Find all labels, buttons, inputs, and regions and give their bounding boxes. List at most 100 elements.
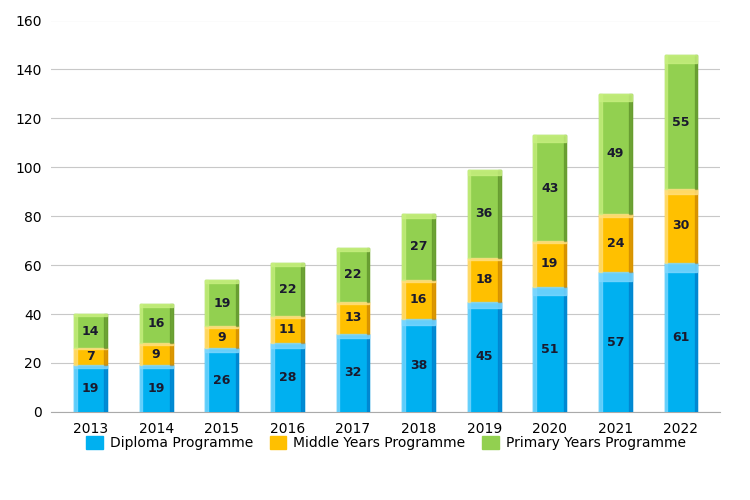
Bar (664, 262, 698, 412)
Text: 51: 51 (541, 343, 559, 356)
Text: 49: 49 (607, 148, 624, 160)
Bar (74, 348, 76, 366)
Bar (468, 258, 500, 302)
Bar (271, 344, 304, 412)
Bar (468, 170, 500, 258)
Bar (140, 366, 142, 412)
Bar (236, 326, 238, 348)
Bar (302, 344, 304, 412)
Bar (367, 248, 369, 302)
Bar (402, 280, 405, 319)
Bar (533, 240, 566, 244)
Bar (236, 280, 238, 326)
Bar (337, 302, 369, 334)
Bar (432, 214, 435, 280)
Bar (694, 262, 698, 412)
Bar (629, 272, 632, 412)
Bar (533, 240, 566, 287)
Text: 11: 11 (278, 324, 296, 336)
Bar (599, 94, 602, 214)
Bar (533, 287, 566, 412)
Bar (563, 287, 566, 412)
Bar (629, 214, 632, 272)
Bar (599, 272, 632, 412)
Bar (140, 366, 172, 368)
Bar (599, 214, 602, 272)
Bar (337, 302, 369, 304)
Text: 18: 18 (476, 274, 493, 286)
Bar (337, 248, 369, 251)
Bar (104, 314, 107, 348)
Text: 19: 19 (213, 296, 230, 310)
Bar (432, 280, 435, 319)
Bar (337, 334, 339, 412)
Bar (599, 272, 602, 412)
Bar (498, 302, 500, 412)
Bar (206, 348, 238, 412)
Bar (74, 348, 107, 350)
Bar (337, 302, 339, 334)
Bar (302, 262, 304, 316)
Text: 22: 22 (278, 283, 296, 296)
Bar (402, 319, 435, 412)
Bar (664, 54, 698, 190)
Bar (498, 170, 500, 258)
Bar (599, 272, 632, 281)
Bar (367, 302, 369, 334)
Bar (533, 287, 566, 294)
Bar (664, 54, 668, 190)
Bar (206, 280, 238, 326)
Bar (236, 348, 238, 412)
Text: 24: 24 (607, 236, 624, 250)
Bar (170, 366, 172, 412)
Bar (468, 170, 470, 258)
Bar (664, 190, 698, 194)
Bar (271, 316, 304, 344)
Bar (206, 280, 238, 282)
Bar (402, 214, 435, 218)
Bar (402, 280, 435, 319)
Bar (140, 344, 142, 365)
Bar (468, 302, 500, 308)
Bar (140, 366, 172, 412)
Bar (599, 94, 632, 214)
Bar (271, 262, 274, 316)
Bar (206, 326, 238, 328)
Bar (402, 214, 435, 280)
Bar (302, 316, 304, 344)
Bar (498, 258, 500, 302)
Bar (468, 170, 500, 175)
Text: 28: 28 (279, 371, 296, 384)
Text: 38: 38 (410, 359, 428, 372)
Bar (206, 348, 208, 412)
Bar (337, 248, 339, 302)
Text: 19: 19 (541, 258, 559, 270)
Bar (104, 366, 107, 412)
Bar (140, 304, 142, 344)
Text: 7: 7 (86, 350, 95, 364)
Bar (367, 334, 369, 412)
Text: 26: 26 (213, 374, 230, 386)
Bar (468, 302, 500, 412)
Text: 36: 36 (476, 208, 493, 220)
Bar (629, 94, 632, 214)
Bar (170, 344, 172, 365)
Bar (563, 240, 566, 287)
Bar (271, 316, 274, 344)
Bar (533, 287, 536, 412)
Bar (271, 262, 304, 266)
Bar (104, 348, 107, 366)
Text: 14: 14 (82, 324, 99, 338)
Bar (74, 314, 76, 348)
Bar (140, 304, 172, 306)
Bar (664, 190, 668, 262)
Bar (533, 136, 566, 142)
Bar (533, 136, 536, 240)
Bar (468, 302, 470, 412)
Bar (402, 319, 405, 412)
Bar (402, 214, 405, 280)
Bar (337, 248, 369, 302)
Text: 43: 43 (541, 182, 559, 194)
Bar (140, 344, 172, 365)
Bar (74, 314, 107, 316)
